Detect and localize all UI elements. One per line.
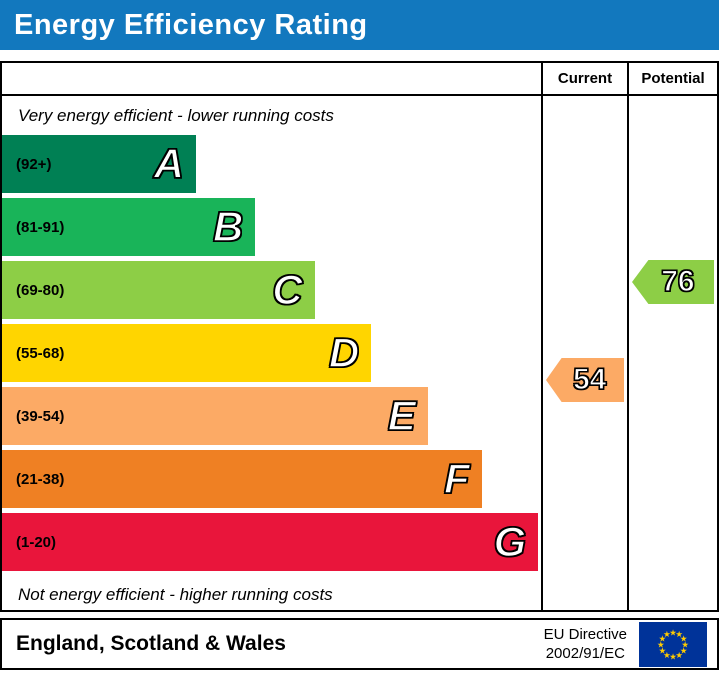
- current-rating-value: 54: [572, 362, 607, 396]
- band-e-letter: E: [387, 392, 417, 439]
- band-g-letter: G: [493, 518, 527, 565]
- band-chart-area: Very energy efficient - lower running co…: [2, 96, 541, 610]
- svg-text:★: ★: [669, 651, 677, 661]
- page-title: Energy Efficiency Rating: [14, 8, 368, 41]
- band-b-letter: B: [212, 203, 244, 250]
- svg-text:★: ★: [657, 639, 665, 649]
- band-b-range: (81-91): [16, 218, 65, 236]
- top-note: Very energy efficient - lower running co…: [18, 106, 334, 125]
- eu-flag-icon: ★ ★ ★ ★ ★ ★ ★ ★ ★ ★ ★ ★: [639, 621, 707, 667]
- band-c-bar: (69-80) C: [2, 261, 315, 319]
- current-column-header: Current: [541, 63, 627, 96]
- footer: England, Scotland & Wales EU Directive 2…: [0, 618, 719, 670]
- energy-rating-chart: Current Potential Very energy efficient …: [0, 61, 719, 612]
- current-rating-arrow: 54: [546, 358, 624, 402]
- bottom-note: Not energy efficient - higher running co…: [18, 585, 333, 604]
- band-d-range: (55-68): [16, 344, 65, 362]
- eu-directive-line1: EU Directive: [543, 625, 627, 643]
- band-a-letter: A: [153, 140, 185, 187]
- band-a-bar: (92+) A: [2, 135, 197, 193]
- svg-text:★: ★: [675, 650, 683, 660]
- band-b-bar: (81-91) B: [2, 198, 256, 256]
- svg-text:★: ★: [675, 628, 683, 638]
- svg-text:★: ★: [680, 645, 688, 655]
- potential-column-header: Potential: [627, 63, 717, 96]
- band-d-letter: D: [328, 329, 360, 376]
- svg-text:★: ★: [681, 639, 689, 649]
- band-e-bar: (39-54) E: [2, 387, 428, 445]
- current-column: 54: [541, 96, 627, 610]
- header-spacer: [2, 63, 541, 96]
- svg-text:★: ★: [669, 627, 677, 637]
- band-c-range: (69-80): [16, 281, 65, 299]
- eu-directive-label: EU Directive 2002/91/EC: [544, 625, 639, 664]
- svg-text:★: ★: [680, 633, 688, 643]
- band-a-range: (92+): [16, 155, 52, 173]
- region-label: England, Scotland & Wales: [16, 632, 286, 655]
- svg-text:★: ★: [659, 645, 667, 655]
- band-c-letter: C: [272, 266, 304, 313]
- band-f-letter: F: [443, 455, 470, 502]
- svg-text:★: ★: [663, 628, 671, 638]
- band-e-range: (39-54): [16, 407, 65, 425]
- svg-text:★: ★: [659, 633, 667, 643]
- band-g-bar: (1-20) G: [2, 513, 539, 571]
- potential-rating-value: 76: [661, 264, 696, 298]
- potential-rating-arrow: 76: [632, 260, 714, 304]
- eu-directive-line2: 2002/91/EC: [545, 645, 625, 662]
- band-g-range: (1-20): [16, 533, 57, 551]
- title-banner: Energy Efficiency Rating: [0, 0, 719, 50]
- svg-text:★: ★: [663, 650, 671, 660]
- band-f-bar: (21-38) F: [2, 450, 482, 508]
- band-d-bar: (55-68) D: [2, 324, 372, 382]
- band-f-range: (21-38): [16, 470, 65, 488]
- potential-column: 76: [627, 96, 717, 610]
